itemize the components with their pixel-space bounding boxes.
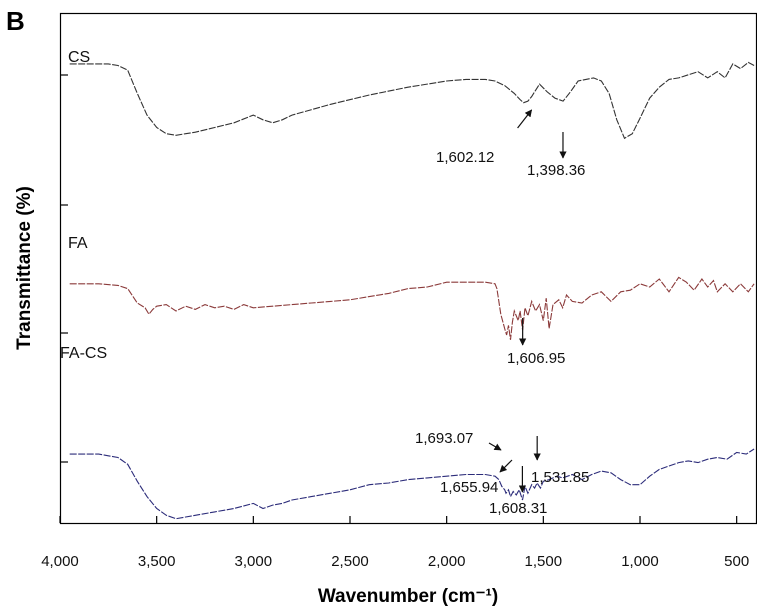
x-tick-label: 1,000 (621, 553, 659, 570)
annotation-arrow (517, 109, 533, 129)
annotation-arrow (499, 459, 513, 473)
peak-annotation-label: 1,602.12 (436, 149, 494, 166)
x-tick-label: 3,000 (235, 553, 273, 570)
x-tick-label: 2,000 (428, 553, 466, 570)
peak-annotation-label: 1,606.95 (507, 350, 565, 367)
series-line-fa (69, 276, 755, 340)
x-tick-label: 1,500 (525, 553, 563, 570)
series-line-cs (69, 61, 755, 140)
series-layer: CS FA FA-CS (60, 49, 755, 520)
annotation-arrow (488, 442, 502, 451)
series-label-fa-cs: FA-CS (60, 345, 107, 362)
x-tick-label: 4,000 (41, 553, 79, 570)
series-label-fa: FA (68, 235, 88, 252)
peak-annotation-label: 1,531.85 (531, 469, 589, 486)
panel-label: B (6, 6, 25, 36)
plot-frame (59, 12, 757, 525)
x-axis-ticks: 4,000 3,500 3,000 2,500 2,000 1,500 1,000 500 (41, 516, 749, 570)
peak-annotation-label: 1,398.36 (527, 162, 585, 179)
x-tick-label: 500 (724, 553, 749, 570)
x-axis-label: Wavenumber (cm⁻¹) (318, 586, 498, 607)
series-line-fa-cs (69, 448, 755, 520)
series-label-cs: CS (68, 49, 90, 66)
y-axis-ticks (60, 74, 68, 463)
peak-annotation-label: 1,693.07 (415, 430, 473, 447)
x-tick-label: 2,500 (331, 553, 369, 570)
annotation-layer: 1,602.12 1,398.36 1,606.95 1,693.07 1,655.94… (415, 109, 589, 517)
y-axis-label: Transmittance (%) (14, 186, 35, 350)
x-tick-label: 3,500 (138, 553, 176, 570)
peak-annotation-label: 1,608.31 (489, 500, 547, 517)
peak-annotation-label: 1,655.94 (440, 479, 498, 496)
